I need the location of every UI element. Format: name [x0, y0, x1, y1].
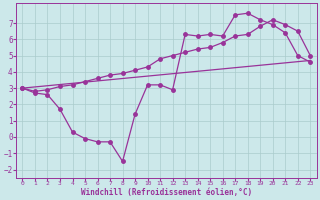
- X-axis label: Windchill (Refroidissement éolien,°C): Windchill (Refroidissement éolien,°C): [81, 188, 252, 197]
